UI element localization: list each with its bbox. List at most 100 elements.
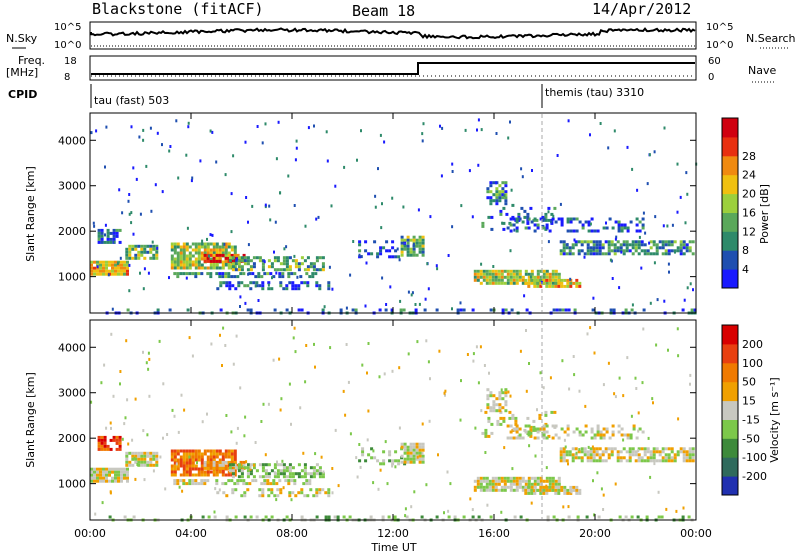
heatmap-cell <box>412 454 416 458</box>
heatmap-cell <box>563 284 567 288</box>
heatmap-cell <box>527 488 531 492</box>
heatmap-cell <box>562 505 565 509</box>
heatmap-cell <box>128 212 131 216</box>
heatmap-cell <box>688 447 692 451</box>
heatmap-cell <box>667 252 671 256</box>
heatmap-cell <box>655 252 659 256</box>
heatmap-cell <box>236 479 240 483</box>
heatmap-cell <box>589 459 593 463</box>
heatmap-cell <box>365 261 368 265</box>
heatmap-cell <box>599 122 602 125</box>
heatmap-cell <box>162 382 165 386</box>
heatmap-cell <box>586 332 589 336</box>
heatmap-cell <box>179 248 183 252</box>
heatmap-cell <box>510 308 514 312</box>
heatmap-cell <box>626 436 630 440</box>
heatmap-cell <box>536 482 540 486</box>
noise-left-tick-bottom: 10^0 <box>54 40 81 51</box>
heatmap-cell <box>203 251 207 255</box>
heatmap-cell <box>297 265 301 269</box>
station-title: Blackstone (fitACF) <box>92 0 264 18</box>
heatmap-cell <box>154 183 157 187</box>
heatmap-cell <box>581 223 585 227</box>
heatmap-cell <box>173 458 177 462</box>
heatmap-cell <box>512 217 516 221</box>
heatmap-cell <box>257 299 260 302</box>
heatmap-cell <box>123 476 126 480</box>
heatmap-cell <box>297 287 301 291</box>
heatmap-cell <box>641 430 645 434</box>
heatmap-cell <box>206 479 210 483</box>
heatmap-cell <box>290 479 294 483</box>
heatmap-cell <box>527 424 531 428</box>
heatmap-cell <box>115 438 119 442</box>
y-tick-label: 3000 <box>58 387 86 400</box>
heatmap-cell <box>557 217 561 221</box>
heatmap-cell <box>631 450 635 454</box>
heatmap-cell <box>93 266 96 270</box>
heatmap-cell <box>280 397 283 401</box>
heatmap-cell <box>544 422 548 426</box>
heatmap-cell <box>203 463 207 467</box>
heatmap-cell <box>598 246 602 250</box>
heatmap-cell <box>682 453 686 457</box>
heatmap-cell <box>279 463 283 467</box>
heatmap-cell <box>545 281 549 285</box>
heatmap-cell <box>598 459 602 463</box>
heatmap-cell <box>542 491 546 495</box>
heatmap-cell <box>90 473 93 477</box>
heatmap-cell <box>524 424 528 428</box>
heatmap-cell <box>282 463 286 467</box>
heatmap-cell <box>615 235 618 239</box>
heatmap-cell <box>185 464 189 468</box>
heatmap-cell <box>203 473 207 477</box>
heatmap-cell <box>557 278 561 282</box>
heatmap-cell <box>279 469 283 473</box>
heatmap-cell <box>218 452 222 456</box>
heatmap-cell <box>640 266 643 270</box>
heatmap-cell <box>235 441 238 445</box>
heatmap-cell <box>179 455 183 459</box>
heatmap-cell <box>279 191 281 195</box>
heatmap-cell <box>288 463 292 467</box>
heatmap-cell <box>527 278 531 282</box>
heatmap-cell <box>315 488 319 492</box>
heatmap-cell <box>542 272 546 276</box>
heatmap-cell <box>536 223 540 227</box>
heatmap-cell <box>176 263 180 267</box>
heatmap-cell <box>258 494 262 498</box>
heatmap-cell <box>102 467 105 471</box>
heatmap-cell <box>209 251 213 255</box>
heatmap-cell <box>641 217 645 221</box>
heatmap-cell <box>233 473 237 477</box>
heatmap-cell <box>520 206 524 210</box>
heatmap-cell <box>435 515 439 519</box>
heatmap-cell <box>200 470 204 474</box>
heatmap-cell <box>670 447 674 451</box>
heatmap-cell <box>149 457 153 461</box>
heatmap-cell <box>405 515 409 519</box>
heatmap-cell <box>653 150 656 154</box>
heatmap-cell <box>692 288 694 292</box>
heatmap-cell <box>512 269 516 273</box>
heatmap-cell <box>345 306 348 310</box>
heatmap-cell <box>119 256 122 260</box>
heatmap-cell <box>638 235 641 239</box>
heatmap-cell <box>219 333 221 337</box>
heatmap-cell <box>593 436 597 440</box>
heatmap-cell <box>330 204 333 208</box>
heatmap-cell <box>503 193 506 197</box>
heatmap-cell <box>530 488 534 492</box>
heatmap-cell <box>670 243 674 247</box>
heatmap-cell <box>131 247 135 251</box>
heatmap-cell <box>334 428 337 432</box>
heatmap-cell <box>117 266 120 270</box>
heatmap-cell <box>224 473 228 477</box>
heatmap-cell <box>418 460 422 464</box>
heatmap-cell <box>233 248 237 252</box>
heatmap-cell <box>306 494 310 498</box>
heatmap-cell <box>688 246 692 250</box>
heatmap-cell <box>224 173 227 177</box>
heatmap-cell <box>112 234 116 238</box>
heatmap-cell <box>370 456 374 460</box>
